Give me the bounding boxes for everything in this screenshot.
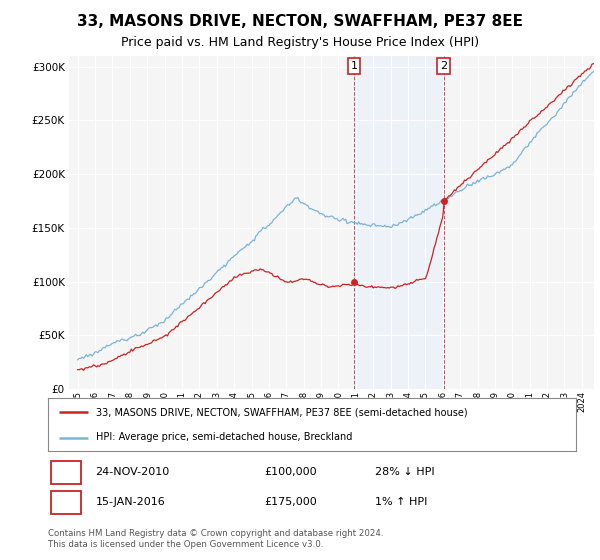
Text: HPI: Average price, semi-detached house, Breckland: HPI: Average price, semi-detached house,…	[95, 432, 352, 442]
FancyBboxPatch shape	[50, 491, 81, 514]
Text: 1% ↑ HPI: 1% ↑ HPI	[376, 497, 428, 507]
Text: 2: 2	[440, 61, 447, 71]
Text: 24-NOV-2010: 24-NOV-2010	[95, 468, 170, 477]
Text: 1: 1	[63, 468, 70, 477]
Bar	[354, 56, 443, 389]
Text: 33, MASONS DRIVE, NECTON, SWAFFHAM, PE37 8EE: 33, MASONS DRIVE, NECTON, SWAFFHAM, PE37…	[77, 14, 523, 29]
Text: £100,000: £100,000	[265, 468, 317, 477]
FancyBboxPatch shape	[50, 461, 81, 484]
Text: Price paid vs. HM Land Registry's House Price Index (HPI): Price paid vs. HM Land Registry's House …	[121, 36, 479, 49]
Text: 2: 2	[63, 497, 70, 507]
Text: 15-JAN-2016: 15-JAN-2016	[95, 497, 165, 507]
Text: 33, MASONS DRIVE, NECTON, SWAFFHAM, PE37 8EE (semi-detached house): 33, MASONS DRIVE, NECTON, SWAFFHAM, PE37…	[95, 408, 467, 418]
Text: 1: 1	[350, 61, 358, 71]
Text: £175,000: £175,000	[265, 497, 317, 507]
Text: Contains HM Land Registry data © Crown copyright and database right 2024.
This d: Contains HM Land Registry data © Crown c…	[48, 529, 383, 549]
Text: 28% ↓ HPI: 28% ↓ HPI	[376, 468, 435, 477]
